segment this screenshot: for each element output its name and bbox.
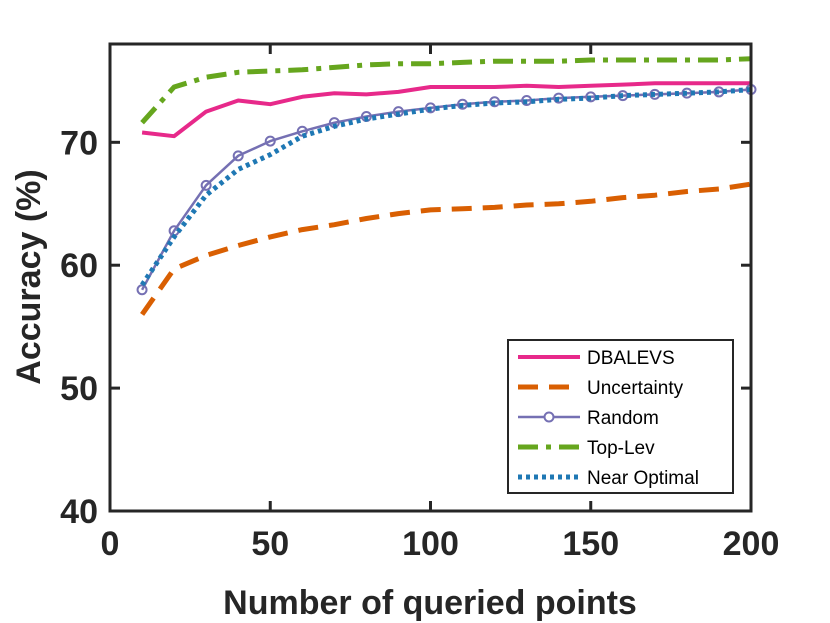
data-point-random bbox=[489, 96, 501, 108]
data-point-random bbox=[136, 284, 148, 296]
data-point-random bbox=[200, 179, 212, 191]
legend-marker bbox=[543, 411, 555, 423]
legend-entry-dbalevs: DBALEVS bbox=[518, 348, 675, 369]
data-point-random bbox=[264, 135, 276, 147]
data-point-random bbox=[457, 98, 469, 110]
legend-label: Top-Lev bbox=[587, 438, 655, 459]
x-tick-label: 200 bbox=[723, 525, 780, 563]
x-tick-label: 100 bbox=[402, 525, 459, 563]
x-axis-title: Number of queried points bbox=[223, 584, 637, 622]
data-point-random bbox=[232, 150, 244, 162]
series-line-dbalevs bbox=[141, 81, 751, 139]
series-line-uncertainty bbox=[140, 181, 752, 316]
data-point-random bbox=[296, 125, 308, 137]
legend-entry-near-optimal: Near Optimal bbox=[518, 468, 699, 489]
series-layer bbox=[136, 56, 757, 316]
x-tick-label: 150 bbox=[562, 525, 619, 563]
x-tick-label: 50 bbox=[251, 525, 289, 563]
legend-label: Near Optimal bbox=[587, 468, 699, 489]
legend-label: Uncertainty bbox=[587, 378, 684, 399]
y-tick-label: 40 bbox=[60, 493, 98, 531]
ticks-layer: 0 50 100 150 200 40 50 60 70 bbox=[60, 44, 779, 563]
legend: DBALEVS Uncertainty Random Top-Lev Near Opti… bbox=[507, 339, 734, 494]
y-tick-label: 70 bbox=[60, 124, 98, 162]
data-point-random bbox=[425, 102, 436, 114]
y-tick-label: 50 bbox=[60, 370, 98, 408]
legend-label: DBALEVS bbox=[587, 348, 675, 369]
y-tick-label: 60 bbox=[60, 247, 98, 285]
x-tick-label: 0 bbox=[101, 525, 120, 563]
legend-entry-random: Random bbox=[518, 408, 659, 429]
y-axis-title: Accuracy (%) bbox=[10, 169, 48, 384]
legend-entry-uncertainty: Uncertainty bbox=[518, 378, 684, 399]
legend-label: Random bbox=[587, 408, 659, 429]
legend-entry-top-lev: Top-Lev bbox=[518, 438, 655, 459]
series-line-near-optimal bbox=[140, 87, 752, 287]
